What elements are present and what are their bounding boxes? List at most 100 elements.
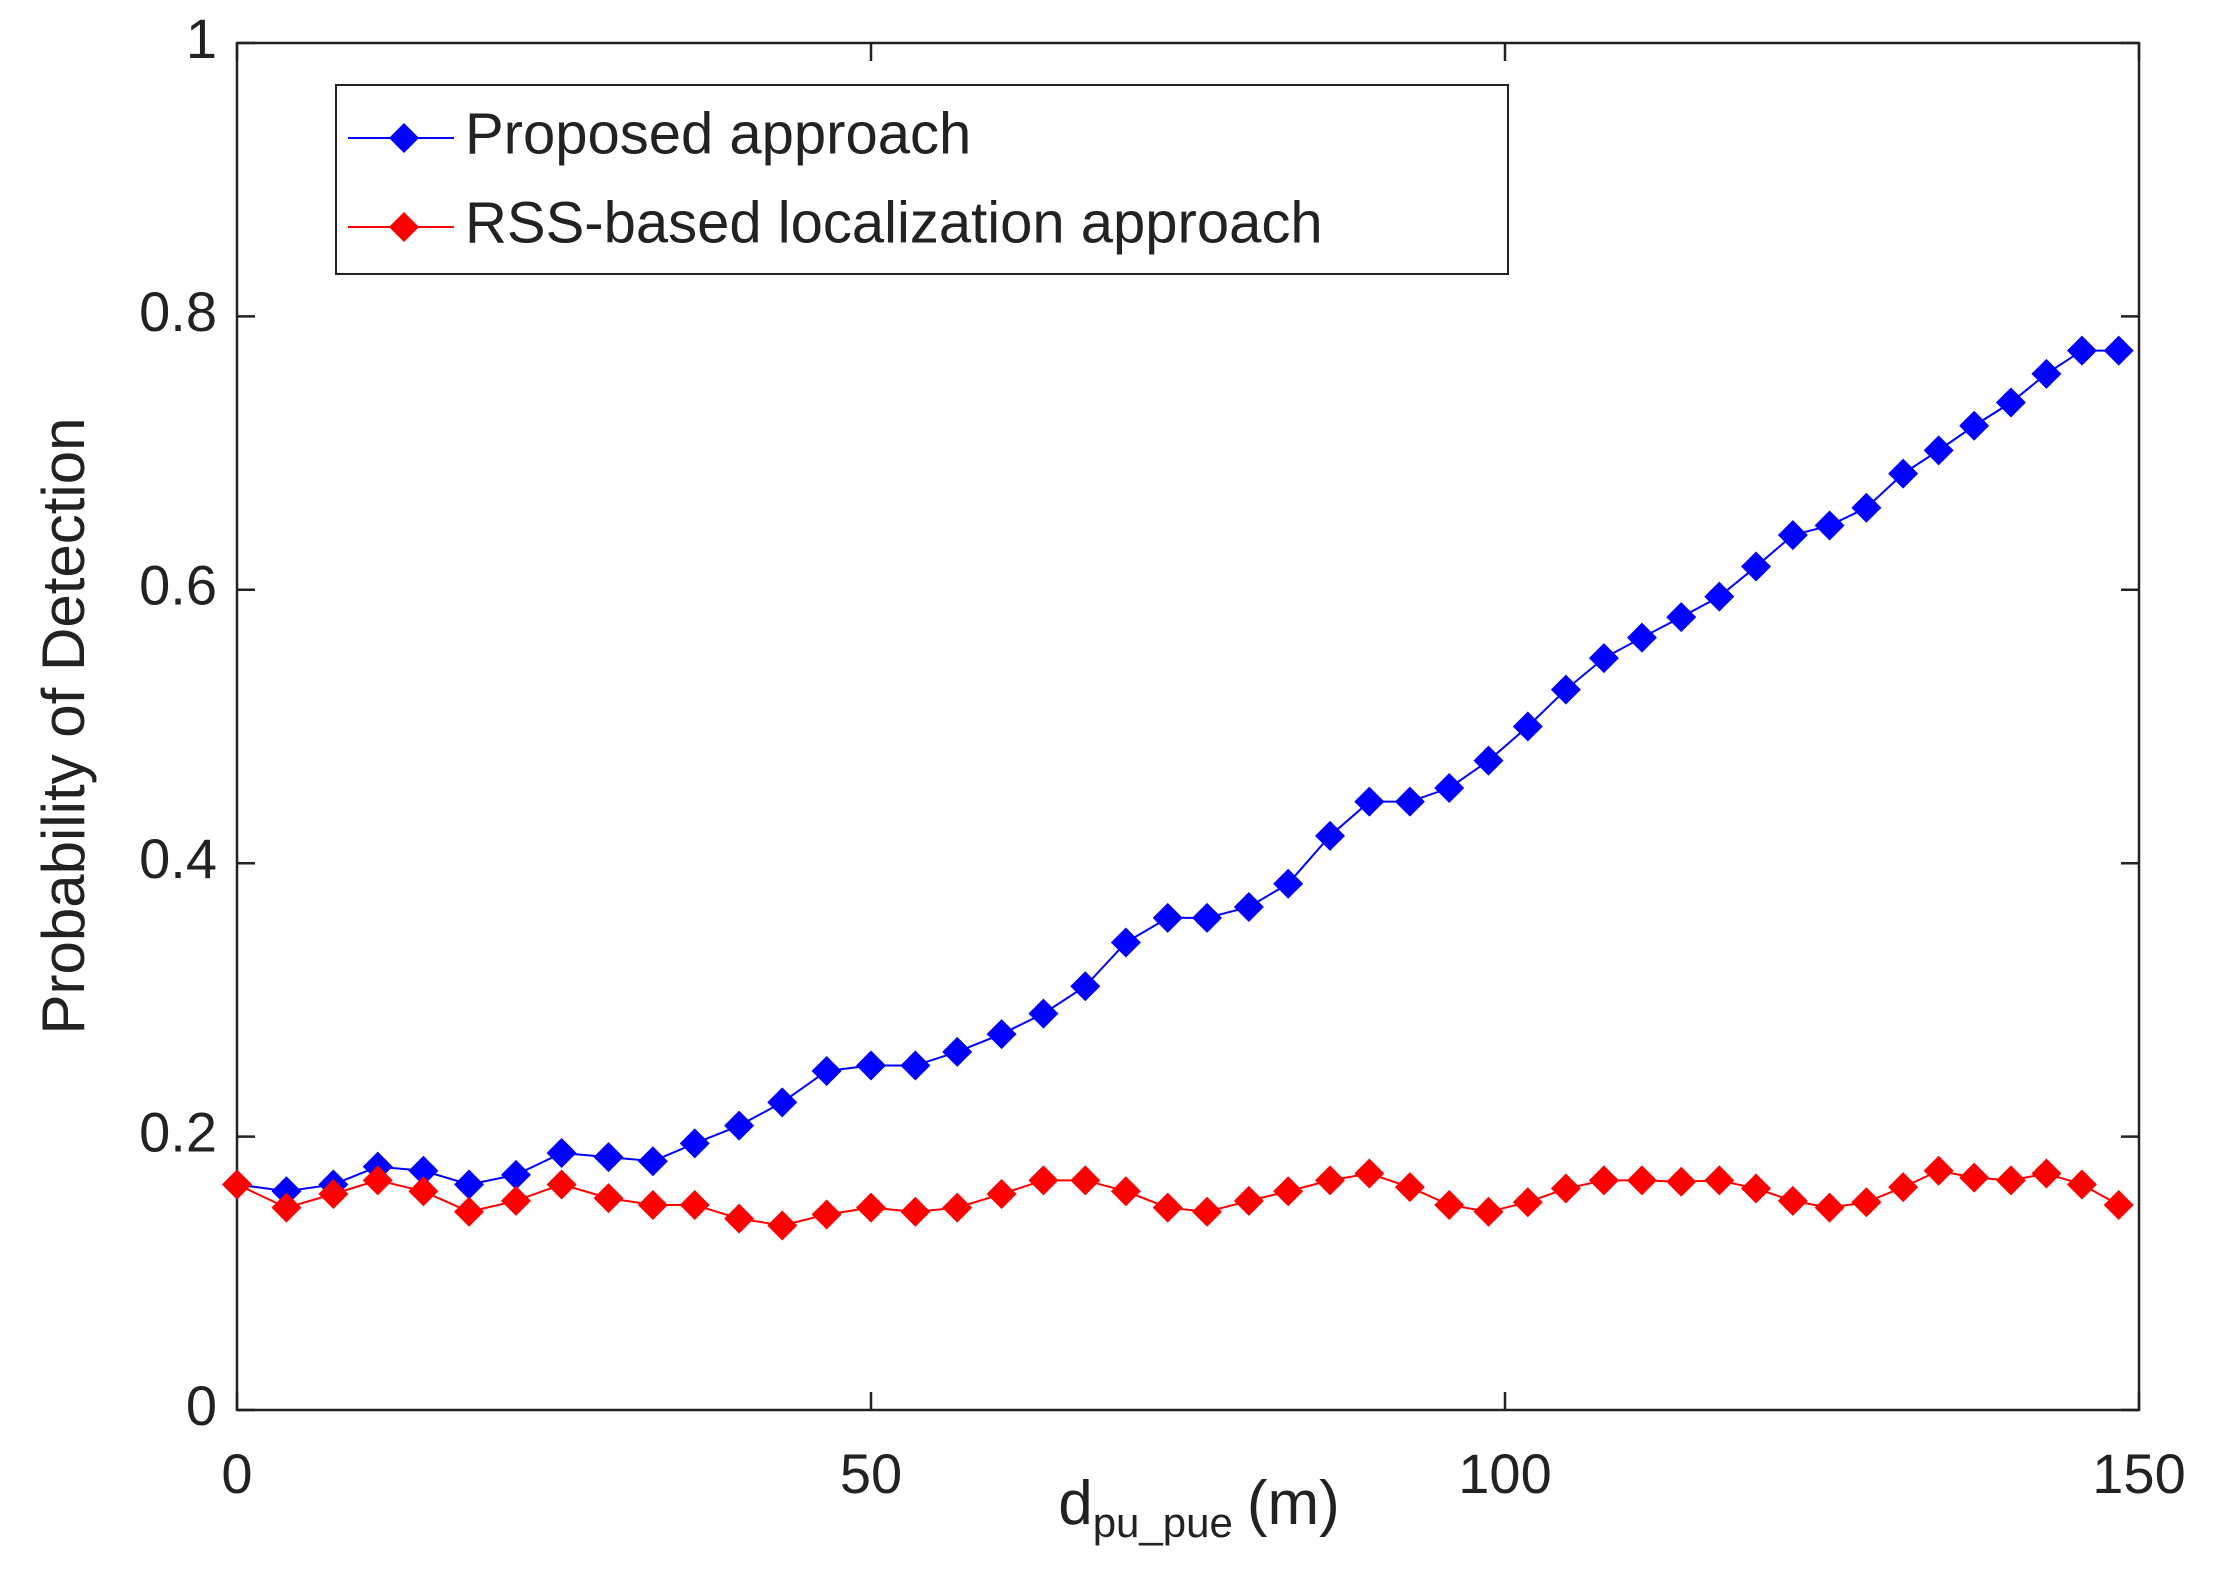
y-tick-label: 0.4: [139, 827, 217, 890]
marker: [1233, 1185, 1264, 1216]
marker: [1434, 773, 1465, 804]
marker: [1152, 1192, 1183, 1223]
x-tick-label: 50: [840, 1442, 902, 1505]
marker: [546, 1169, 577, 1200]
y-tick-label: 0.8: [139, 280, 217, 343]
marker: [271, 1176, 302, 1207]
marker: [1959, 1162, 1990, 1193]
marker: [1814, 510, 1845, 541]
marker: [1028, 1165, 1059, 1196]
marker: [900, 1196, 931, 1227]
marker: [1152, 902, 1183, 933]
marker: [1888, 1172, 1919, 1203]
x-label-unit: (m): [1247, 1469, 1340, 1538]
marker: [1028, 998, 1059, 1029]
marker: [724, 1203, 755, 1234]
marker: [1851, 1187, 1882, 1218]
marker: [1070, 1165, 1101, 1196]
legend-box: [335, 84, 1509, 275]
marker: [1923, 435, 1954, 466]
marker: [271, 1192, 302, 1223]
marker: [942, 1036, 973, 1067]
marker: [1666, 602, 1697, 633]
marker: [856, 1050, 886, 1081]
plot-box: [235, 41, 2141, 1412]
marker: [2031, 358, 2062, 389]
marker: [1550, 674, 1581, 705]
marker: [856, 1192, 886, 1223]
marker: [679, 1189, 710, 1220]
marker: [767, 1087, 798, 1118]
x-label-subscript: pu_pue: [1093, 1499, 1233, 1546]
legend-marker: [389, 123, 419, 153]
marker: [1995, 387, 2026, 418]
marker: [1704, 1165, 1735, 1196]
marker: [1192, 1196, 1223, 1227]
marker: [2031, 1158, 2062, 1189]
marker: [811, 1055, 842, 1086]
marker: [593, 1183, 624, 1214]
y-axis-label: Probability of Detection: [30, 418, 97, 1035]
marker: [1704, 581, 1735, 612]
marker: [1777, 1185, 1808, 1216]
marker: [1814, 1192, 1845, 1223]
marker: [679, 1128, 710, 1159]
marker: [362, 1165, 393, 1196]
marker: [1394, 786, 1425, 817]
marker: [1888, 458, 1919, 489]
marker: [1110, 1176, 1141, 1207]
marker: [1070, 971, 1101, 1002]
marker: [2066, 335, 2097, 366]
marker: [2103, 1189, 2134, 1220]
marker: [500, 1185, 531, 1216]
marker: [1192, 902, 1223, 933]
y-tick-label: 0.6: [139, 554, 217, 617]
x-axis-label: dpu_pue (m): [1058, 1469, 1340, 1546]
marker: [1354, 1158, 1385, 1189]
marker: [1315, 820, 1346, 851]
marker: [1588, 1165, 1619, 1196]
marker: [1394, 1172, 1425, 1203]
marker: [986, 1019, 1017, 1050]
marker: [1273, 1176, 1304, 1207]
marker: [1995, 1165, 2026, 1196]
marker: [1588, 643, 1619, 674]
legend-marker: [389, 212, 419, 242]
marker: [767, 1210, 798, 1241]
y-tick-label: 0: [186, 1374, 217, 1437]
y-tick-label: 0.2: [139, 1100, 217, 1163]
marker: [1473, 745, 1504, 776]
marker: [1626, 622, 1657, 653]
marker: [454, 1196, 485, 1227]
marker: [1273, 868, 1304, 899]
x-label-base: d: [1058, 1469, 1092, 1538]
marker: [408, 1155, 439, 1186]
marker: [811, 1199, 842, 1230]
marker: [2103, 335, 2134, 366]
marker: [1741, 551, 1772, 582]
marker: [318, 1179, 349, 1210]
marker: [1923, 1155, 1954, 1186]
x-tick-label: 0: [221, 1442, 252, 1505]
marker: [546, 1138, 577, 1169]
marker: [1315, 1165, 1346, 1196]
y-tick-label: 1: [186, 7, 217, 70]
marker: [900, 1050, 931, 1081]
marker: [408, 1176, 439, 1207]
legend-label: RSS-based localization approach: [465, 190, 1323, 255]
series-line: [236, 349, 2119, 1193]
marker: [942, 1192, 973, 1223]
marker: [1233, 891, 1264, 922]
marker: [593, 1142, 624, 1173]
marker: [1512, 711, 1543, 742]
marker: [222, 1169, 252, 1200]
marker: [724, 1110, 755, 1141]
marker: [500, 1159, 531, 1190]
marker: [1741, 1173, 1772, 1204]
x-tick-label: 150: [2092, 1442, 2185, 1505]
marker: [1354, 786, 1385, 817]
marker: [2066, 1169, 2097, 1200]
marker: [1626, 1165, 1657, 1196]
marker: [1666, 1166, 1697, 1197]
marker: [1434, 1189, 1465, 1220]
